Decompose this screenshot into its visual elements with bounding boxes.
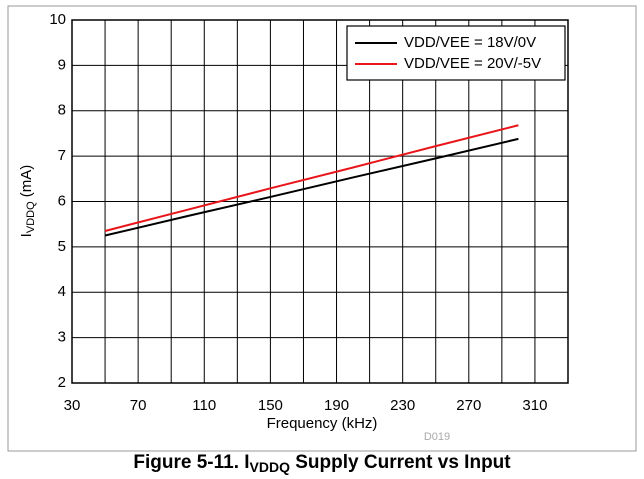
y-tick-label: 4 — [58, 283, 66, 300]
title-part: Figure 5-11. I — [133, 452, 249, 473]
plot-border — [71, 19, 569, 384]
x-tick-label: 270 — [456, 397, 481, 414]
y-tick-label: 10 — [49, 11, 66, 28]
series-line — [104, 124, 519, 232]
y-tick-label: 9 — [58, 56, 66, 73]
x-tick-label: 70 — [130, 397, 147, 414]
note: D019 — [424, 431, 450, 443]
x-tick-label: 150 — [258, 397, 283, 414]
x-tick-label: 110 — [192, 397, 216, 414]
y-label-sub: VDDQ — [25, 201, 37, 233]
x-tick-label: 30 — [64, 397, 81, 414]
y-tick-label: 8 — [58, 102, 66, 119]
y-axis-label: IVDDQ (mA) — [18, 165, 37, 238]
series-line — [104, 137, 519, 237]
y-tick-label: 5 — [58, 238, 66, 255]
y-tick-label: 2 — [58, 374, 66, 391]
y-label-part: I — [18, 233, 35, 237]
y-label-part: (mA) — [18, 165, 35, 202]
title-sub: VDDQ — [250, 459, 291, 475]
x-axis-label: Frequency (kHz) — [267, 415, 378, 432]
frame — [7, 5, 637, 452]
legend-box — [346, 25, 566, 81]
legend-label: VDD/VEE = 18V/0V — [404, 34, 536, 51]
x-tick-label: 310 — [522, 397, 547, 414]
chart-title: Figure 5-11. IVDDQ Supply Current vs Inp… — [133, 452, 511, 475]
x-tick-label: 190 — [324, 397, 349, 414]
legend-label: VDD/VEE = 20V/-5V — [404, 55, 541, 72]
y-tick-label: 3 — [58, 329, 66, 346]
y-tick-label: 7 — [58, 147, 66, 164]
title-part: Supply Current vs Input — [290, 452, 511, 473]
x-tick-label: 230 — [390, 397, 415, 414]
y-tick-label: 6 — [58, 192, 66, 209]
